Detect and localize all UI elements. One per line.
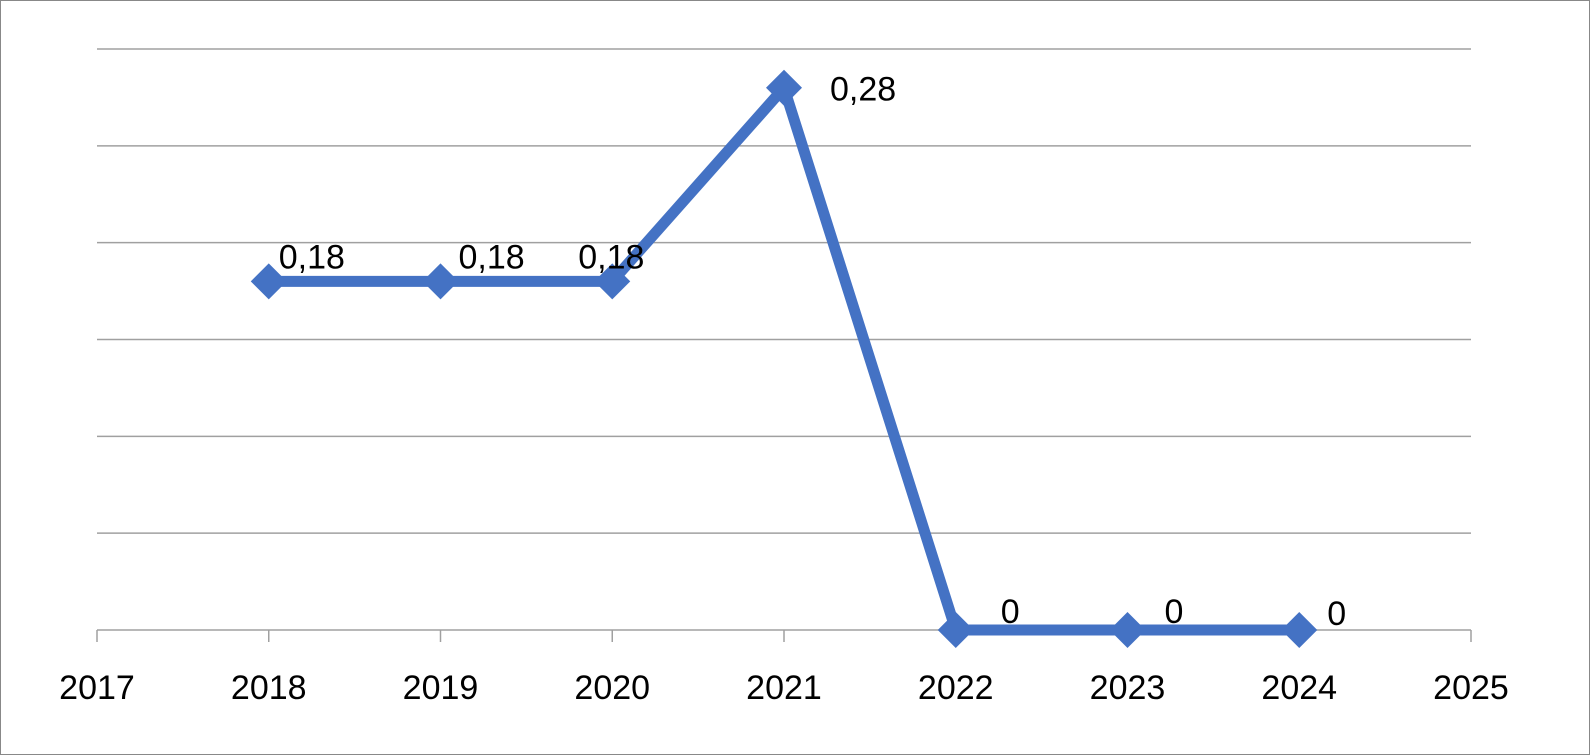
x-tick-label: 2025 [1433,669,1509,707]
x-tick-label: 2017 [59,669,135,707]
data-label: 0 [1001,593,1020,631]
marker [766,69,802,106]
marker [594,263,631,300]
x-tick-label: 2020 [574,669,650,707]
x-tick-label: 2023 [1090,669,1166,707]
x-tick-label: 2022 [918,669,994,707]
data-label: 0,18 [279,238,345,276]
marker [422,263,459,300]
x-tick-label: 2024 [1261,669,1337,707]
data-label: 0,18 [578,238,644,276]
data-label: 0 [1327,595,1346,633]
marker [1281,612,1318,648]
data-label: 0,18 [459,238,525,276]
x-tick-label: 2019 [403,669,479,707]
data-label: 0,28 [830,71,896,109]
x-tick-label: 2021 [746,669,822,707]
marker [250,263,287,300]
marker [1109,612,1146,648]
x-tick-label: 2018 [231,669,307,707]
data-label: 0 [1165,593,1184,631]
marker [937,612,974,648]
